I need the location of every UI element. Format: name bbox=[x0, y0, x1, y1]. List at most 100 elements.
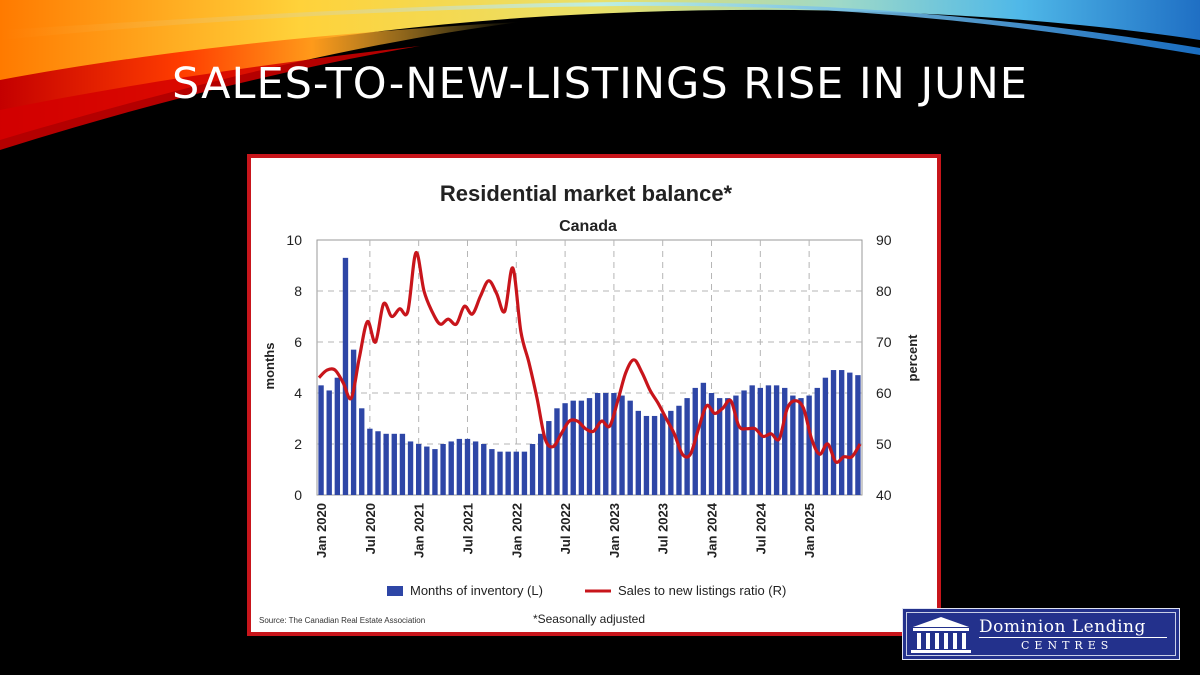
bar-months-of-inventory bbox=[497, 451, 503, 495]
bar-months-of-inventory bbox=[375, 431, 381, 495]
bar-months-of-inventory bbox=[790, 395, 796, 495]
slide-title: SALES-TO-NEW-LISTINGS RISE IN JUNE bbox=[172, 59, 1028, 109]
y-tick-label-right: 60 bbox=[876, 385, 892, 401]
building-columns-icon bbox=[911, 617, 971, 653]
bar-months-of-inventory bbox=[570, 400, 576, 495]
bar-months-of-inventory bbox=[838, 370, 845, 495]
y-tick-label-left: 8 bbox=[294, 283, 302, 299]
bar-months-of-inventory bbox=[635, 410, 641, 495]
y-tick-label-left: 10 bbox=[286, 232, 302, 248]
bar-months-of-inventory bbox=[415, 444, 422, 495]
y-tick-label-right: 90 bbox=[876, 232, 892, 248]
y-axis-label-right: percent bbox=[905, 334, 920, 382]
bar-months-of-inventory bbox=[725, 398, 731, 495]
bar-months-of-inventory bbox=[464, 438, 471, 495]
bar-months-of-inventory bbox=[765, 385, 772, 495]
bar-months-of-inventory bbox=[757, 387, 764, 495]
bar-months-of-inventory bbox=[546, 421, 552, 495]
y-tick-label-right: 50 bbox=[876, 436, 892, 452]
bar-months-of-inventory bbox=[855, 375, 861, 495]
chart-frame: Residential market balance* Canada 0 2 4 6 8… bbox=[247, 154, 941, 636]
x-tick-label: Jan 2020 bbox=[314, 503, 329, 558]
dominion-lending-logo: Dominion Lending CENTRES bbox=[902, 608, 1180, 660]
bar-series-months-of-inventory bbox=[318, 257, 861, 495]
bar-months-of-inventory bbox=[334, 377, 341, 495]
bar-months-of-inventory bbox=[391, 433, 397, 495]
legend-swatch-bar bbox=[387, 586, 403, 596]
bar-months-of-inventory bbox=[798, 398, 804, 495]
logo-name: Dominion Lending bbox=[979, 617, 1146, 637]
bar-months-of-inventory bbox=[326, 390, 332, 495]
y-tick-label-left: 6 bbox=[294, 334, 302, 350]
bar-months-of-inventory bbox=[367, 428, 373, 495]
chart-footnote: *Seasonally adjusted bbox=[533, 612, 645, 626]
line-sales-to-new-listings-ratio bbox=[317, 251, 862, 464]
y-axis-label-left: months bbox=[262, 343, 277, 390]
bar-months-of-inventory bbox=[651, 415, 658, 495]
bar-months-of-inventory bbox=[749, 385, 755, 495]
bar-months-of-inventory bbox=[554, 408, 560, 495]
bar-months-of-inventory bbox=[448, 441, 454, 495]
bar-months-of-inventory bbox=[505, 451, 511, 495]
bar-months-of-inventory bbox=[472, 441, 479, 495]
legend-label-line: Sales to new listings ratio (R) bbox=[618, 583, 786, 598]
x-tick-label: Jul 2021 bbox=[460, 503, 475, 554]
x-tick-label: Jul 2024 bbox=[753, 502, 768, 554]
y-tick-label-left: 4 bbox=[294, 385, 302, 401]
bar-months-of-inventory bbox=[700, 382, 707, 495]
bar-months-of-inventory bbox=[578, 400, 585, 495]
x-tick-label: Jul 2022 bbox=[558, 503, 573, 554]
axes: 0 2 4 6 8 10 40 50 60 70 80 90 Jan 2020 Jul 2020 Jan 2… bbox=[286, 232, 891, 558]
chart-subtitle: Canada bbox=[559, 218, 617, 235]
bar-months-of-inventory bbox=[594, 393, 601, 495]
y-tick-label-right: 70 bbox=[876, 334, 892, 350]
y-tick-label-left: 0 bbox=[294, 487, 302, 503]
x-tick-label: Jan 2023 bbox=[607, 503, 622, 558]
bar-months-of-inventory bbox=[660, 413, 666, 495]
bar-months-of-inventory bbox=[643, 415, 650, 495]
x-tick-label: Jul 2020 bbox=[363, 503, 378, 554]
bar-months-of-inventory bbox=[538, 433, 544, 495]
chart-title: Residential market balance* bbox=[440, 181, 733, 206]
bar-months-of-inventory bbox=[684, 398, 690, 495]
y-tick-label-right: 80 bbox=[876, 283, 892, 299]
bar-months-of-inventory bbox=[513, 451, 519, 495]
bar-months-of-inventory bbox=[586, 398, 593, 495]
bar-months-of-inventory bbox=[562, 403, 568, 495]
logo-divider bbox=[979, 637, 1167, 638]
x-tick-label: Jan 2025 bbox=[802, 503, 817, 558]
bar-months-of-inventory bbox=[481, 444, 487, 495]
bar-months-of-inventory bbox=[733, 395, 739, 495]
bar-months-of-inventory bbox=[432, 449, 438, 495]
bar-months-of-inventory bbox=[619, 395, 625, 495]
x-tick-label: Jan 2021 bbox=[412, 503, 427, 558]
bar-months-of-inventory bbox=[350, 349, 357, 495]
residential-market-balance-chart: Residential market balance* Canada 0 2 4 6 8… bbox=[259, 181, 920, 626]
bar-months-of-inventory bbox=[456, 438, 463, 495]
bar-months-of-inventory bbox=[668, 410, 674, 495]
bar-months-of-inventory bbox=[342, 257, 349, 495]
bar-months-of-inventory bbox=[407, 441, 414, 495]
y-tick-label-right: 40 bbox=[876, 487, 892, 503]
legend: Months of inventory (L) Sales to new lis… bbox=[387, 583, 786, 598]
line-series-sales-to-new-listings bbox=[317, 251, 862, 464]
legend-label-bar: Months of inventory (L) bbox=[410, 583, 543, 598]
bar-months-of-inventory bbox=[708, 393, 715, 495]
bar-months-of-inventory bbox=[611, 393, 617, 495]
bar-months-of-inventory bbox=[782, 387, 788, 495]
bar-months-of-inventory bbox=[521, 451, 528, 495]
bar-months-of-inventory bbox=[440, 444, 446, 495]
logo-border bbox=[906, 612, 1176, 656]
bar-months-of-inventory bbox=[830, 370, 837, 495]
bar-months-of-inventory bbox=[822, 377, 829, 495]
bar-months-of-inventory bbox=[424, 446, 430, 495]
y-tick-label-left: 2 bbox=[294, 436, 302, 452]
bar-months-of-inventory bbox=[359, 408, 365, 495]
x-tick-label: Jan 2024 bbox=[705, 502, 720, 558]
bar-months-of-inventory bbox=[847, 372, 853, 495]
bar-months-of-inventory bbox=[529, 444, 536, 495]
bar-months-of-inventory bbox=[318, 385, 324, 495]
bar-months-of-inventory bbox=[627, 400, 633, 495]
decorative-swoosh-banner bbox=[0, 0, 1200, 150]
bar-months-of-inventory bbox=[814, 387, 820, 495]
